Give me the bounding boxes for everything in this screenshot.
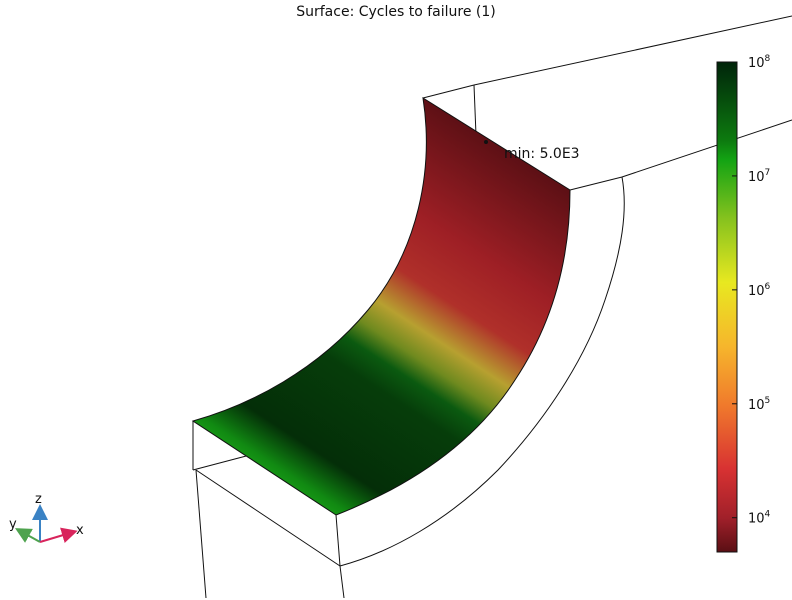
legend-tick-label-4: 104	[748, 510, 771, 527]
color-legend-ticks: 108 107 106 105 104	[732, 54, 771, 527]
x-axis-label: x	[76, 523, 84, 538]
x-axis-arrow	[39, 527, 78, 543]
y-axis-arrow	[15, 528, 41, 543]
legend-tick-label-3: 105	[748, 396, 770, 413]
plot-title: Surface: Cycles to failure (1)	[296, 4, 496, 20]
axis-triad[interactable]: z y x	[9, 492, 84, 543]
min-point-marker	[484, 140, 488, 144]
y-axis-label: y	[9, 517, 17, 532]
color-legend-bar	[716, 61, 738, 553]
z-axis-label: z	[35, 492, 42, 507]
geometry-wireframe	[192, 15, 792, 599]
legend-tick-label-0: 108	[748, 54, 771, 71]
legend-tick-label-2: 106	[748, 282, 771, 299]
result-surface[interactable]	[191, 96, 571, 516]
legend-tick-label-1: 107	[748, 168, 770, 185]
min-annotation: min: 5.0E3	[504, 146, 580, 162]
